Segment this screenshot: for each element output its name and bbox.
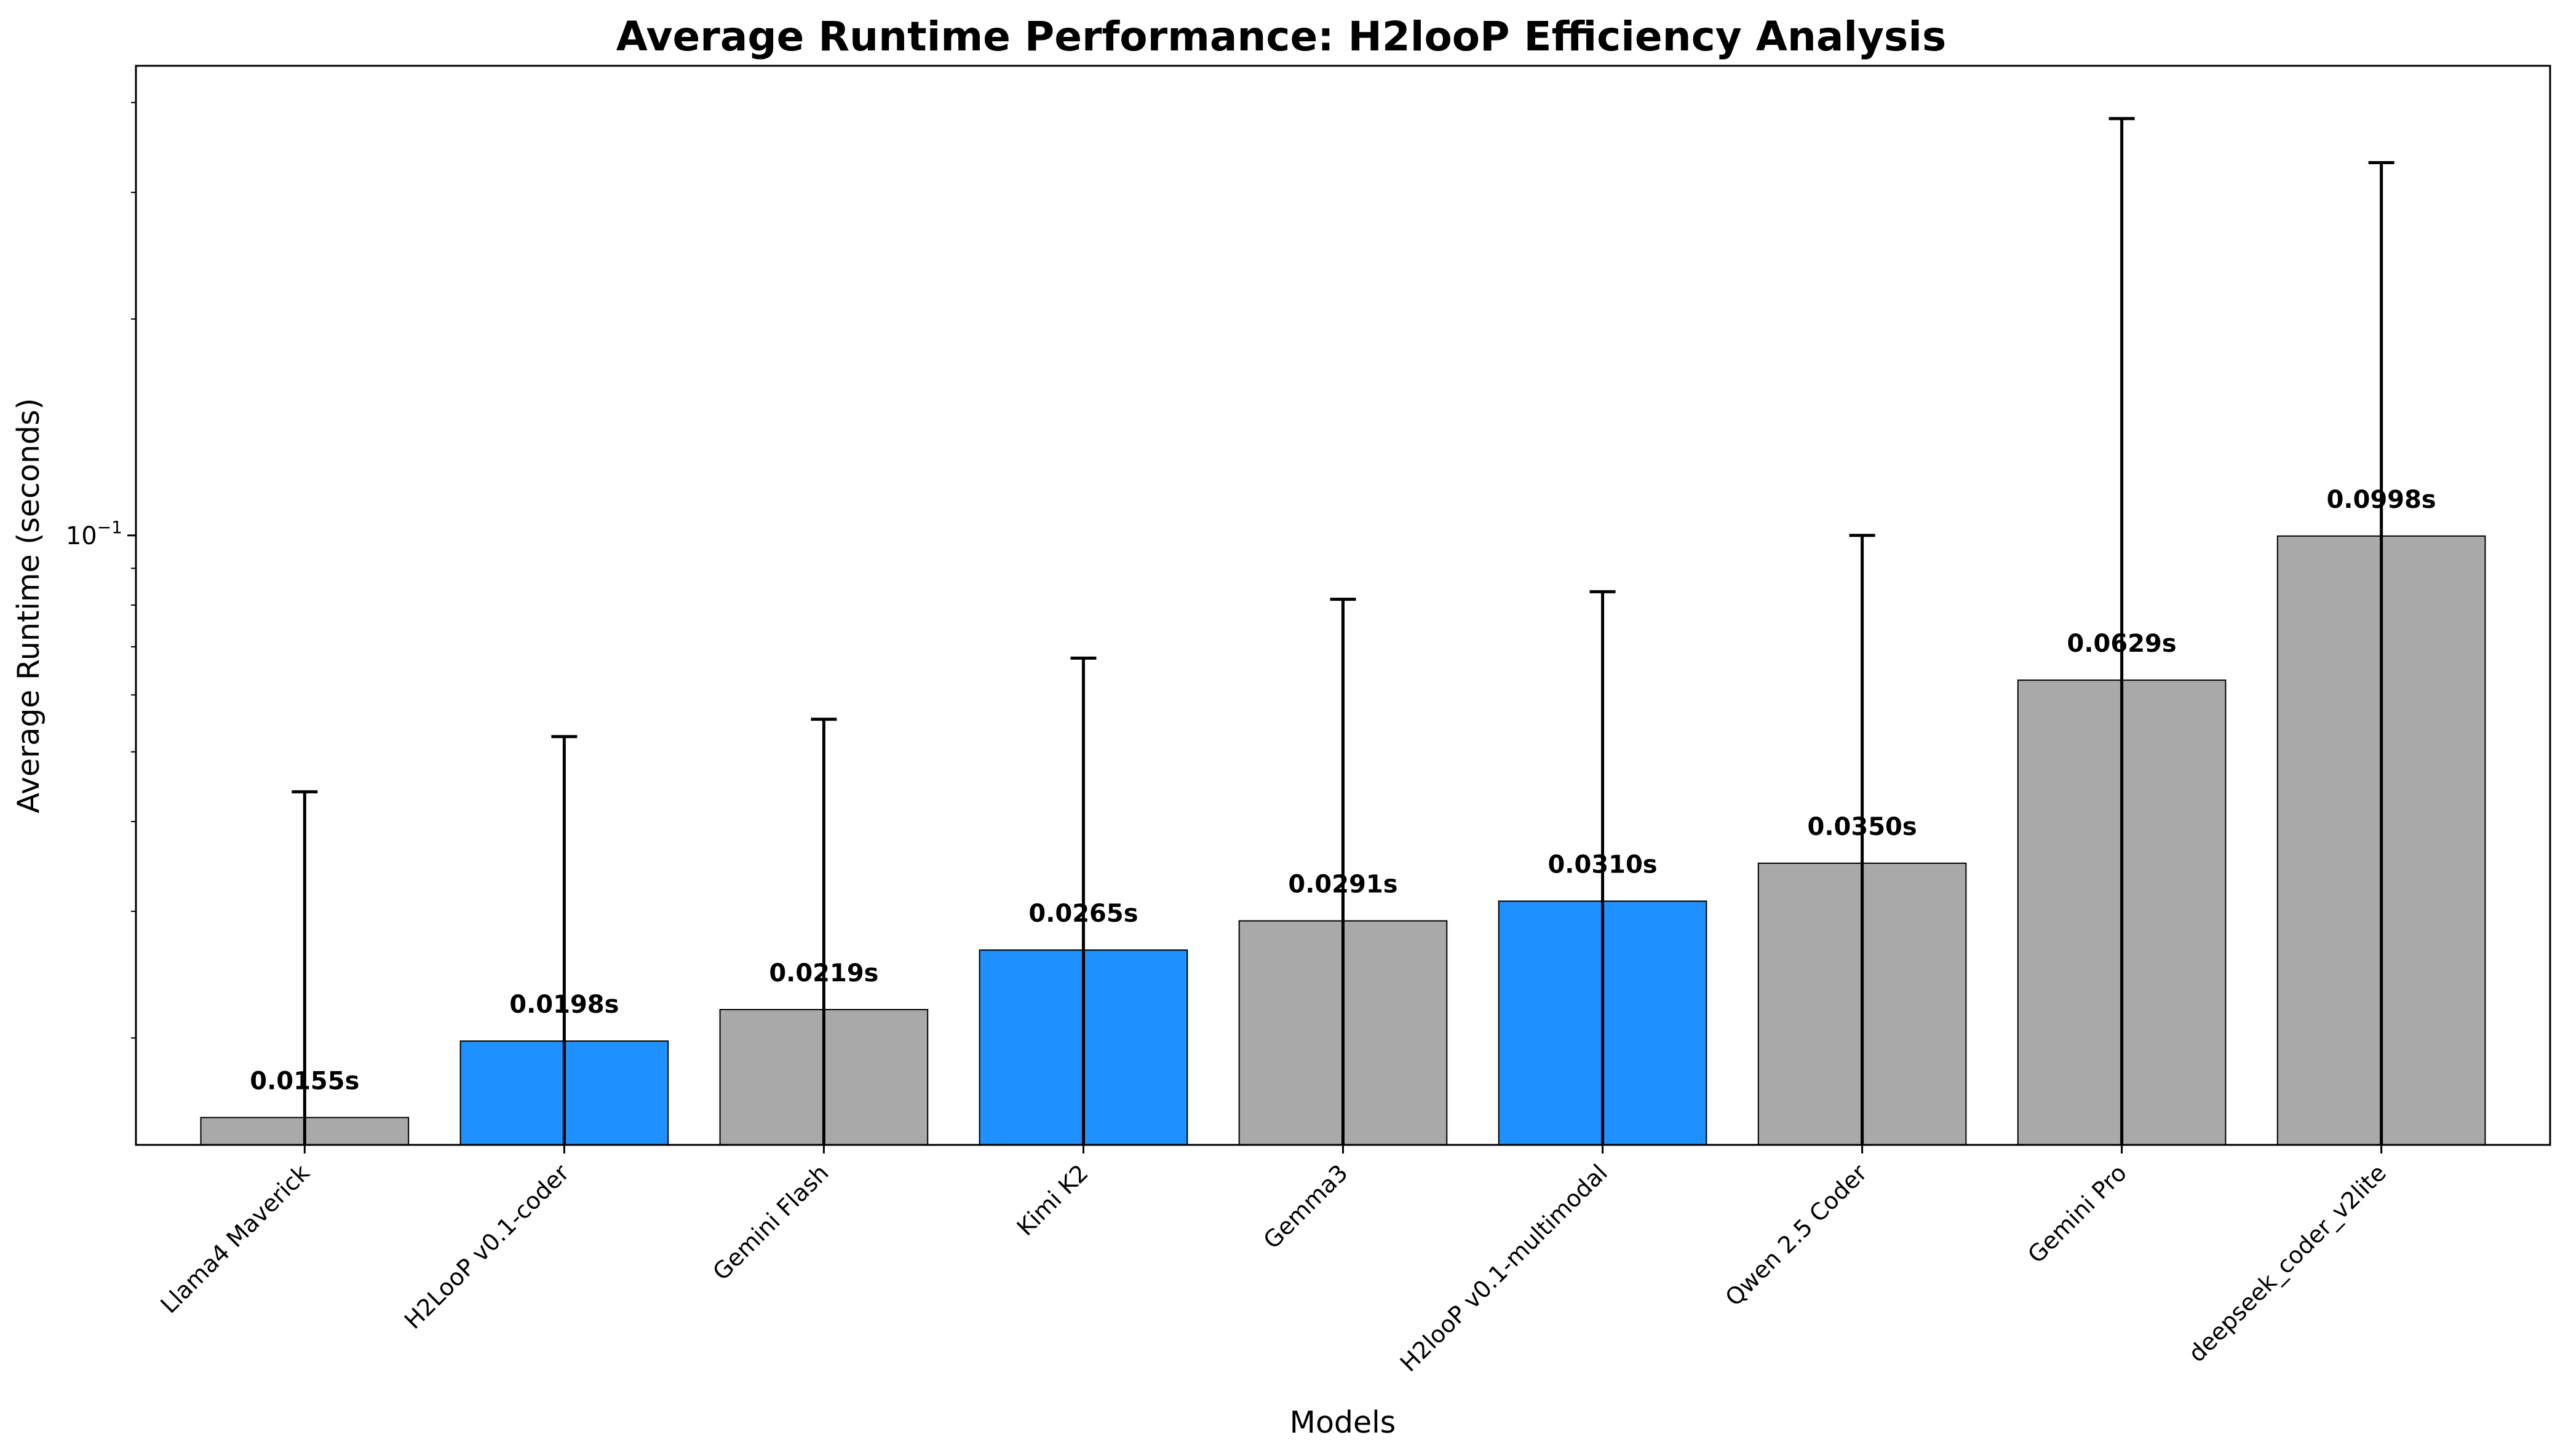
value-label-3: 0.0265s: [1028, 900, 1138, 928]
x-tick-label-8: deepseek_coder_v2lite: [2183, 1159, 2391, 1367]
y-tick-label-0: 10−1: [66, 517, 122, 550]
x-tick-label-1: H2LooP v0.1-coder: [399, 1159, 574, 1334]
value-label-4: 0.0291s: [1288, 871, 1397, 899]
y-axis-ticks: 10−1: [66, 101, 136, 1039]
value-label-5: 0.0310s: [1548, 851, 1657, 879]
value-label-6: 0.0350s: [1808, 813, 1917, 841]
x-tick-label-5: H2looP v0.1-multimodal: [1395, 1159, 1613, 1377]
y-axis-label: Average Runtime (seconds): [11, 398, 46, 813]
value-label-group: 0.0155s 0.0198s 0.0219s 0.0265s 0.0291s 0.031…: [250, 486, 2436, 1096]
value-label-8: 0.0998s: [2327, 486, 2436, 514]
value-label-1: 0.0198s: [509, 991, 619, 1019]
x-tick-label-0: Llama4 Maverick: [155, 1159, 314, 1318]
x-tick-label-2: Gemini Flash: [707, 1159, 834, 1286]
x-tick-label-4: Gemma3: [1258, 1159, 1353, 1254]
chart-title: Average Runtime Performance: H2looP Effi…: [616, 13, 1946, 60]
value-label-2: 0.0219s: [769, 959, 878, 987]
x-tick-label-6: Qwen 2.5 Coder: [1720, 1159, 1872, 1312]
x-axis-label: Models: [1290, 1405, 1396, 1440]
x-tick-label-3: Kimi K2: [1012, 1159, 1094, 1241]
value-label-0: 0.0155s: [250, 1067, 359, 1096]
x-tick-label-7: Gemini Pro: [2022, 1159, 2132, 1268]
value-label-7: 0.0629s: [2067, 630, 2177, 658]
errorbar-group: [292, 117, 2394, 1145]
x-axis-ticks: Llama4 Maverick H2LooP v0.1-coder Gemini F…: [155, 1145, 2391, 1377]
